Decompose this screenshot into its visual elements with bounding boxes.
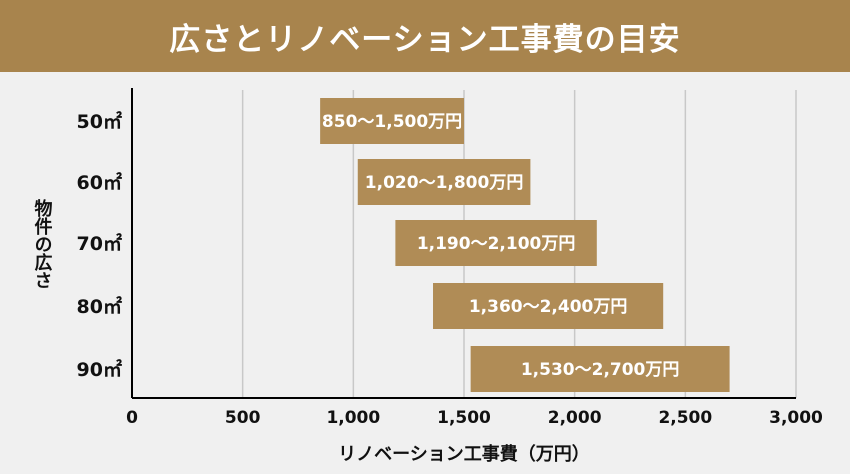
axes <box>131 88 796 399</box>
x-tick-label: 0 <box>126 408 138 428</box>
y-category-labels: 50㎡ 60㎡ 70㎡ 80㎡ 90㎡ <box>77 110 122 381</box>
x-tick-label: 1,000 <box>326 408 380 428</box>
y-category-label: 50㎡ <box>77 110 122 133</box>
x-tick-label: 3,000 <box>769 408 823 428</box>
bars: 850〜1,500万円 1,020〜1,800万円 1,190〜2,100万円 1,3… <box>320 98 730 392</box>
x-tick-label: 2,500 <box>658 408 712 428</box>
y-axis-label: 物件の広さ <box>32 198 53 289</box>
x-tick-label: 500 <box>225 408 261 428</box>
bar-value-label: 1,020〜1,800万円 <box>365 173 524 193</box>
y-category-label: 90㎡ <box>77 358 122 381</box>
title-bar: 広さとリノベーション工事費の目安 <box>0 0 850 72</box>
x-axis-label: リノベーション工事費（万円） <box>338 443 590 465</box>
x-tick-label: 1,500 <box>437 408 491 428</box>
y-category-label: 70㎡ <box>77 232 122 255</box>
y-category-label: 80㎡ <box>77 295 122 318</box>
x-tick-label: 2,000 <box>548 408 602 428</box>
range-bar-chart: 850〜1,500万円 1,020〜1,800万円 1,190〜2,100万円 1,3… <box>32 88 823 465</box>
bar-value-label: 1,530〜2,700万円 <box>521 360 680 380</box>
range-bar <box>320 98 464 144</box>
chart-title: 広さとリノベーション工事費の目安 <box>169 21 681 58</box>
bar-value-label: 1,190〜2,100万円 <box>417 234 576 254</box>
y-category-label: 60㎡ <box>77 171 122 194</box>
range-bar <box>470 346 730 392</box>
bar-value-label: 1,360〜2,400万円 <box>469 297 628 317</box>
range-bar <box>357 159 531 205</box>
x-tick-labels: 0 500 1,000 1,500 2,000 2,500 3,000 <box>126 408 823 428</box>
range-bar <box>395 220 597 266</box>
range-bar <box>433 283 664 329</box>
bar-value-label: 850〜1,500万円 <box>322 112 462 132</box>
